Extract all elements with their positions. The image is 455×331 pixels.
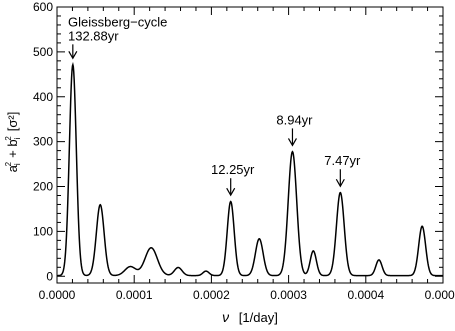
y-tick-label: 600 — [33, 0, 53, 14]
y-axis-label-unit: [σ²] — [5, 112, 20, 132]
y-axis-label-2b: 2 — [4, 136, 13, 141]
x-tick-label: 0.0000 — [39, 288, 76, 302]
y-axis-label: ai2+ bi2[σ²] — [4, 112, 22, 173]
annotation-arrow-head — [287, 138, 297, 147]
curve-layer — [56, 61, 443, 277]
y-axis-label-plus: + b — [5, 139, 20, 157]
annotation-label: 132.88yr — [68, 28, 119, 43]
annotation-label: 12.25yr — [211, 162, 255, 177]
y-axis-label-2a: 2 — [4, 161, 13, 166]
annotation-label: Gleissberg−cycle — [68, 14, 167, 29]
y-axis-label-i1: i — [13, 163, 22, 165]
y-tick-label: 300 — [33, 135, 53, 149]
spectrum-line — [56, 61, 443, 277]
x-tick-label: 0.0003 — [270, 288, 307, 302]
annotation-arrow-head — [226, 187, 236, 197]
y-tick-label: 200 — [33, 180, 53, 194]
plot-frame — [56, 6, 444, 284]
x-axis-ticks: 0.0000 0.0001 0.0002 0.0003 0.0004 0.0005 — [39, 7, 455, 302]
x-axis-label-unit: [1/day] — [239, 310, 278, 325]
y-axis-label-a: a — [5, 164, 20, 172]
y-tick-label: 100 — [33, 224, 53, 238]
y-tick-label: 500 — [33, 45, 53, 59]
x-tick-label: 0.0005 — [425, 288, 455, 302]
annotation-arrow-head — [68, 51, 78, 60]
y-tick-label: 400 — [33, 90, 53, 104]
x-tick-label: 0.0001 — [116, 288, 153, 302]
y-tick-label: 0 — [46, 269, 53, 283]
x-tick-label: 0.0004 — [347, 288, 384, 302]
annotation-label: 7.47yr — [324, 153, 361, 168]
x-tick-label: 0.0002 — [193, 288, 230, 302]
x-axis-label-symbol: ν — [222, 309, 229, 325]
annotation-arrow-head — [335, 178, 345, 188]
y-axis-label-i2: i — [13, 137, 22, 139]
plot-border — [56, 6, 444, 284]
y-axis-ticks: 0 100 200 300 400 500 600 — [33, 0, 443, 283]
annotation-label: 8.94yr — [276, 112, 313, 127]
x-axis-label: ν [1/day] — [222, 309, 278, 325]
